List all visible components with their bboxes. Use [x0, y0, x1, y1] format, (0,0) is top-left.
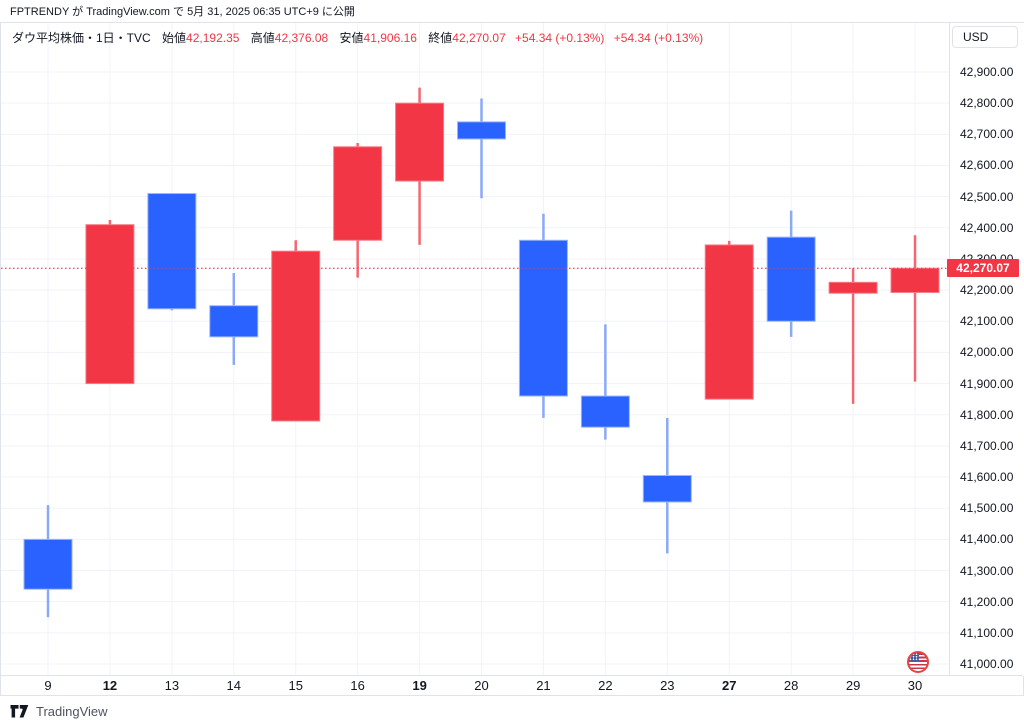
footer-bar: TradingView — [0, 696, 1024, 726]
price-tick-label: 42,900.00 — [960, 65, 1014, 79]
candlestick-plot[interactable] — [1, 23, 949, 677]
time-tick-label: 28 — [783, 678, 799, 693]
close-label: 終値 — [428, 31, 453, 45]
time-tick-label: 14 — [226, 678, 242, 693]
attribution-text: FPTRENDY が TradingView.com で 5月 31, 2025… — [10, 6, 355, 18]
price-tick-label: 41,400.00 — [960, 532, 1014, 547]
price-tick-label: 41,100.00 — [960, 625, 1014, 640]
time-tick-label: 19 — [412, 678, 427, 693]
time-tick-label: 22 — [598, 678, 613, 693]
candle-23 — [642, 417, 692, 554]
time-tick-label: 15 — [288, 678, 303, 693]
candle-14 — [209, 272, 259, 365]
candle-22 — [580, 324, 630, 440]
last-price-badge: 42,270.07 — [947, 259, 1019, 278]
currency-selector: USD — [952, 26, 1018, 48]
time-tick-label: 21 — [536, 678, 551, 693]
candle-20 — [457, 98, 507, 199]
tradingview-logo-icon[interactable] — [10, 704, 29, 719]
price-tick-label: 42,200.00 — [960, 283, 1014, 298]
price-tick-label: 42,400.00 — [960, 220, 1014, 235]
price-axis[interactable]: USD 42,900.00 42,800.00 42,700.00 42,600.00… — [949, 23, 1024, 676]
close-value: 42,270.07 — [452, 31, 506, 45]
price-tick-label: 41,500.00 — [960, 501, 1014, 516]
price-tick-label: 42,000.00 — [960, 345, 1014, 360]
time-tick-label: 20 — [474, 678, 489, 693]
open-value: 42,192.35 — [186, 31, 240, 45]
time-tick-label: 13 — [164, 678, 180, 693]
high-label: 高値 — [250, 31, 275, 45]
price-tick-label: 42,100.00 — [960, 314, 1014, 329]
price-tick-label: 41,000.00 — [960, 657, 1014, 671]
price-tick-label: 41,700.00 — [960, 438, 1014, 453]
tradingview-brand-text[interactable]: TradingView — [36, 703, 108, 719]
candle-21 — [518, 213, 568, 418]
time-tick-label: 29 — [845, 678, 861, 693]
price-tick-label: 42,500.00 — [960, 189, 1014, 204]
change-value: +54.34 (+0.13%) — [515, 31, 605, 45]
chart-legend: ダウ平均株価・1日・TVC 始値42,192.35 高値42,376.08 安値… — [12, 29, 703, 46]
time-axis[interactable]: 9 12 13 14 15 16 19 20 21 22 23 27 28 29 30 — [1, 675, 1023, 695]
time-tick-label: 12 — [102, 678, 118, 693]
us-flag-canton — [909, 653, 919, 661]
candle-12 — [85, 220, 135, 385]
candle-15 — [271, 240, 321, 422]
low-label: 安値 — [339, 31, 364, 45]
symbol-title: ダウ平均株価・1日・TVC — [12, 31, 151, 45]
price-tick-label: 41,900.00 — [960, 376, 1014, 391]
price-tick-label: 42,800.00 — [960, 96, 1014, 111]
low-value: 41,906.16 — [363, 31, 417, 45]
us-flag-icon — [907, 651, 929, 673]
time-tick-label: 9 — [44, 678, 52, 693]
price-tick-label: 41,800.00 — [960, 407, 1014, 422]
price-tick-label: 42,600.00 — [960, 158, 1014, 173]
price-tick-label: 41,300.00 — [960, 563, 1014, 578]
high-value: 42,376.08 — [274, 31, 329, 45]
candle-19 — [395, 87, 445, 245]
chart-frame: ダウ平均株価・1日・TVC 始値42,192.35 高値42,376.08 安値… — [0, 22, 1024, 696]
candle-16 — [333, 143, 383, 278]
time-tick-label: 27 — [721, 678, 737, 693]
candle-13 — [147, 193, 197, 311]
candle-28 — [766, 210, 816, 337]
change-percent-value: +54.34 (+0.13%) — [613, 31, 704, 45]
candle-27 — [704, 240, 754, 400]
time-tick-label: 23 — [660, 678, 675, 693]
price-tick-label: 41,600.00 — [960, 470, 1014, 485]
candle-9 — [23, 505, 73, 618]
time-tick-label: 30 — [907, 678, 923, 693]
time-tick-label: 16 — [350, 678, 365, 693]
candle-30 — [890, 235, 940, 382]
candle-29 — [828, 268, 878, 404]
open-label: 始値 — [162, 31, 187, 45]
price-tick-label: 41,200.00 — [960, 594, 1014, 609]
price-tick-label: 42,700.00 — [960, 127, 1014, 142]
